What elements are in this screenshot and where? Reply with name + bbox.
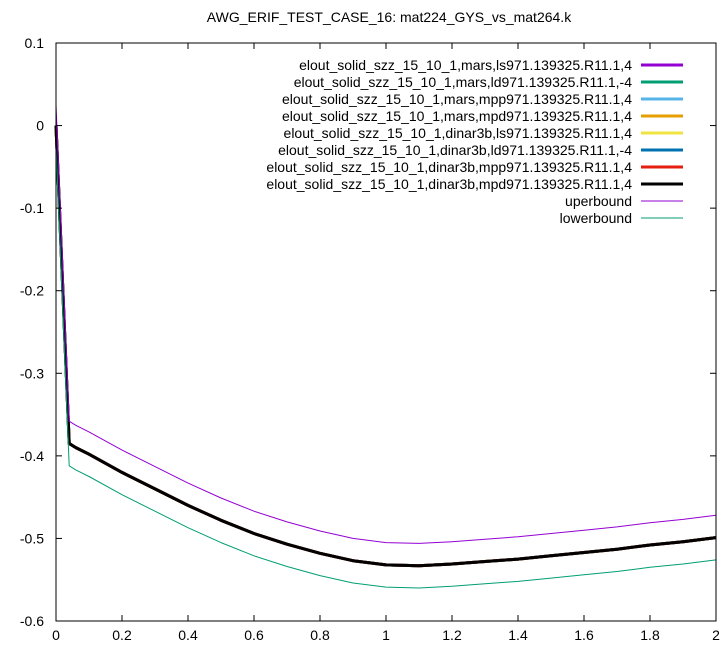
legend-label: elout_solid_szz_15_10_1,mars,mpd971.1393… — [282, 108, 632, 124]
series-line-7 — [54, 125, 717, 568]
series-line-9 — [55, 146, 717, 589]
x-tick-label: 1.6 — [574, 627, 594, 643]
legend-label: elout_solid_szz_15_10_1,dinar3b,mpp971.1… — [266, 159, 632, 175]
y-tick-label: -0.5 — [20, 530, 44, 546]
y-tick-label: 0 — [36, 118, 44, 134]
x-tick-label: 0 — [52, 627, 60, 643]
legend-label: elout_solid_szz_15_10_1,mars,mpp971.1393… — [282, 91, 632, 107]
y-tick-label: -0.3 — [20, 365, 44, 381]
legend-label: uperbound — [565, 193, 632, 209]
y-tick-label: -0.4 — [20, 448, 44, 464]
x-tick-label: 1.2 — [442, 627, 462, 643]
x-tick-label: 0.6 — [244, 627, 264, 643]
y-tick-label: -0.1 — [20, 200, 44, 216]
x-tick-label: 2 — [712, 627, 720, 643]
x-tick-label: 0.2 — [112, 627, 132, 643]
y-tick-label: -0.6 — [20, 613, 44, 629]
series-line-8 — [55, 104, 717, 544]
legend: elout_solid_szz_15_10_1,mars,ls971.13932… — [266, 57, 683, 226]
x-tick-label: 0.4 — [178, 627, 198, 643]
y-tick-label: 0.1 — [25, 35, 45, 51]
legend-label: lowerbound — [560, 210, 632, 226]
legend-label: elout_solid_szz_15_10_1,mars,ld971.13932… — [294, 74, 633, 90]
y-tick-label: -0.2 — [20, 283, 44, 299]
legend-label: elout_solid_szz_15_10_1,dinar3b,ls971.13… — [284, 125, 633, 141]
series-layer — [54, 104, 717, 589]
chart-title: AWG_ERIF_TEST_CASE_16: mat224_GYS_vs_mat… — [207, 9, 572, 25]
legend-label: elout_solid_szz_15_10_1,dinar3b,mpd971.1… — [266, 176, 632, 192]
x-tick-label: 1.4 — [508, 627, 528, 643]
x-tick-label: 1 — [382, 627, 390, 643]
x-tick-label: 0.8 — [310, 627, 330, 643]
legend-label: elout_solid_szz_15_10_1,dinar3b,ld971.13… — [278, 142, 632, 158]
axes-layer: 0 0.2 0.4 0.6 0.8 1 1.2 1.4 1.6 1.8 2 0.1 0 -0.1 -0.2 -… — [20, 35, 720, 643]
x-tick-label: 1.8 — [640, 627, 660, 643]
legend-label: elout_solid_szz_15_10_1,mars,ls971.13932… — [299, 57, 632, 73]
